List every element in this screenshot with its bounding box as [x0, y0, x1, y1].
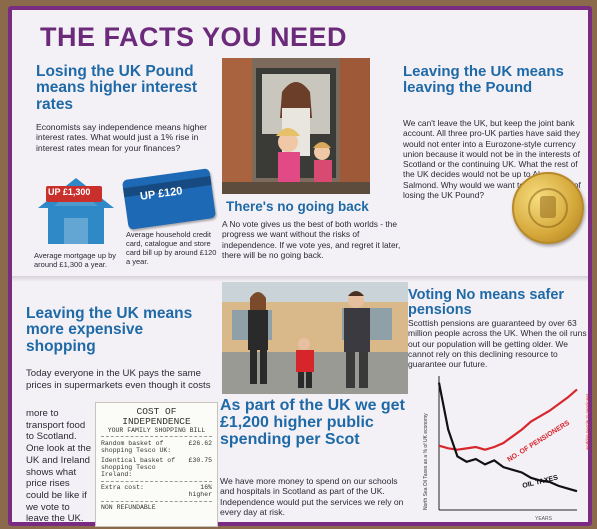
- receipt-row-ireland-label: Identical basket of shopping Tesco Irela…: [101, 456, 176, 478]
- receipt-footer: NON REFUNDABLE: [101, 500, 212, 511]
- shopping-heading: Leaving the UK means more expensive shop…: [26, 305, 193, 355]
- pensions-heading: Voting No means safer pensions: [408, 287, 565, 319]
- house-figure: UP £1,300: [48, 187, 91, 197]
- chart-y-label: North Sea Oil Taxes as a % of UK economy: [423, 413, 429, 510]
- receipt-title: COST OF INDEPENDENCE: [122, 406, 191, 427]
- page-title: THE FACTS YOU NEED: [40, 22, 348, 52]
- receipt-row-uk: Random basket of shopping Tesco UK: £26.…: [101, 440, 212, 454]
- page-fold: [12, 276, 588, 282]
- no-going-back-heading: There's no going back: [226, 199, 369, 214]
- house-icon: [38, 178, 114, 244]
- pound-coin-icon: [512, 172, 584, 244]
- receipt-row-ireland-value: £30.75: [188, 456, 212, 464]
- receipt-row-ireland: Identical basket of shopping Tesco Irela…: [101, 457, 212, 478]
- leaving-pound-body: We can't leave the UK, but keep the join…: [403, 118, 581, 200]
- chart-y-label-right: working people to pensioner: [585, 393, 590, 450]
- receipt-row-extra-label: Extra cost:: [101, 483, 144, 491]
- pound-body: Economists say independence means higher…: [36, 122, 208, 153]
- receipt-row-uk-value: £26.62: [188, 439, 212, 447]
- chart-series-line-0: [438, 388, 578, 451]
- chart-series-line-1: [437, 382, 578, 493]
- leaflet: THE FACTS YOU NEED Losing the UK Pound m…: [8, 6, 592, 527]
- shopping-body-top: Today everyone in the UK pays the same p…: [26, 368, 211, 391]
- receipt-row-extra: Extra cost: 16% higher: [101, 480, 212, 498]
- no-going-back-body: A No vote gives us the best of both worl…: [222, 219, 401, 260]
- spending-heading: As part of the UK we get £1,200 higher p…: [220, 397, 405, 448]
- spending-body: We have more money to spend on our schoo…: [220, 476, 404, 518]
- chart-x-label: YEARS: [535, 516, 553, 522]
- house-caption: Average mortgage up by around £1,300 a y…: [34, 251, 116, 269]
- credit-card-icon: [121, 168, 217, 230]
- receipt-subtitle: YOUR FAMILY SHOPPING BILL: [101, 427, 212, 437]
- receipt: COST OF INDEPENDENCE YOUR FAMILY SHOPPIN…: [95, 402, 218, 527]
- family-photo: [222, 58, 370, 194]
- card-caption: Average household credit card, catalogue…: [126, 230, 217, 266]
- street-photo: [222, 282, 408, 394]
- leaving-pound-heading: Leaving the UK means leaving the Pound: [403, 63, 564, 96]
- pound-heading: Losing the UK Pound means higher interes…: [36, 63, 198, 113]
- receipt-row-extra-value: 16% higher: [188, 483, 212, 498]
- shopping-body-side: more to transport food to Scotland. One …: [26, 408, 92, 524]
- receipt-row-uk-label: Random basket of shopping Tesco UK:: [101, 439, 172, 454]
- chart-series-label-pensioners: NO. OF PENSIONERS: [506, 419, 571, 463]
- pensions-body: Scottish pensions are guaranteed by over…: [408, 318, 587, 370]
